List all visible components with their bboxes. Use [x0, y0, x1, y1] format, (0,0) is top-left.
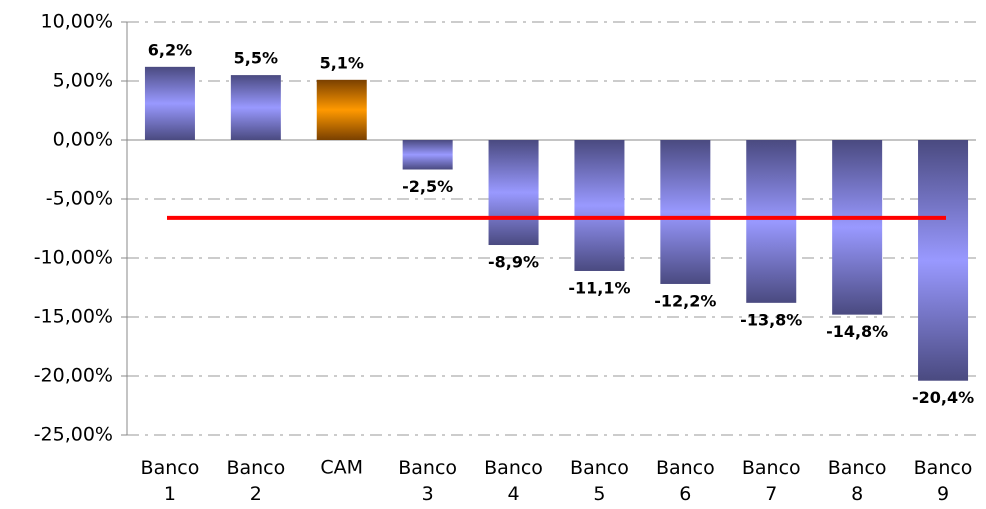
x-tick-label: Banco 6 [656, 457, 715, 505]
value-label: 5,1% [320, 53, 364, 72]
x-tick-label: Banco 8 [828, 457, 887, 505]
x-tick-label: Banco 1 [141, 457, 200, 505]
x-tick-label: Banco 9 [914, 457, 973, 505]
y-tick-label: 5,00% [53, 70, 113, 92]
value-label: -20,4% [912, 388, 974, 407]
bar [144, 66, 195, 140]
bar [746, 140, 797, 303]
bar [574, 140, 625, 271]
bar [660, 140, 711, 284]
value-label: -8,9% [488, 253, 539, 272]
value-label: -11,1% [568, 278, 630, 297]
bar [402, 140, 453, 170]
value-label: 6,2% [148, 40, 192, 59]
value-label: 5,5% [234, 49, 278, 68]
y-tick-label: -25,00% [34, 424, 113, 446]
x-tick-label: Banco 2 [226, 457, 285, 505]
value-label: -13,8% [740, 310, 802, 329]
y-tick-label: -20,00% [34, 365, 113, 387]
x-tick-label: Banco 7 [742, 457, 801, 505]
y-tick-label: -15,00% [34, 306, 113, 328]
value-label: -2,5% [402, 177, 453, 196]
x-tick-label: Banco 3 [398, 457, 457, 505]
x-tick-label: Banco 5 [570, 457, 629, 505]
value-label: -12,2% [654, 291, 716, 310]
x-tick-label: Banco 4 [484, 457, 543, 505]
y-tick-label: -5,00% [46, 188, 113, 210]
bar [918, 140, 969, 381]
x-tick-label: CAM [320, 457, 363, 479]
bar [488, 140, 539, 246]
value-label: -14,8% [826, 322, 888, 341]
bar [832, 140, 883, 315]
y-tick-label: 0,00% [53, 129, 113, 151]
y-tick-label: 10,00% [41, 11, 113, 33]
bar [316, 79, 367, 140]
y-tick-label: -10,00% [34, 247, 113, 269]
bar [230, 75, 281, 140]
